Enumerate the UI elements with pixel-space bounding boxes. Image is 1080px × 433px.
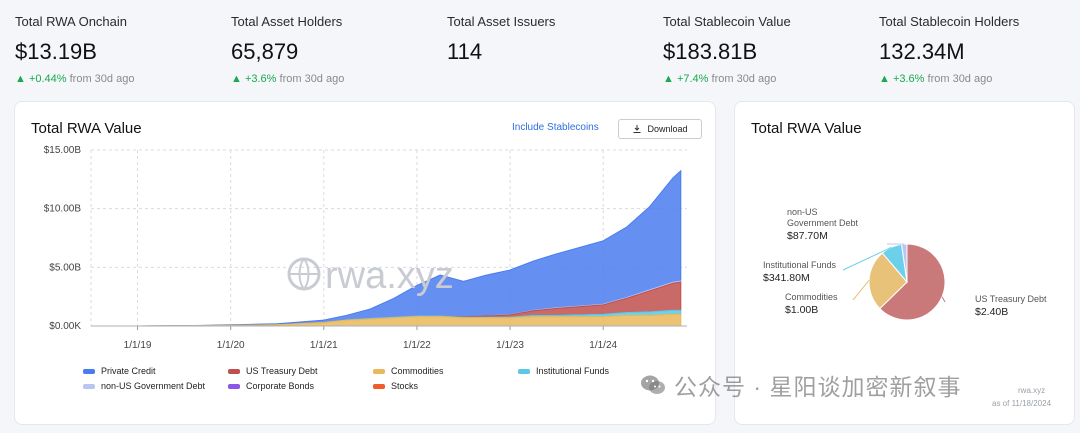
x-tick-label: 1/1/19 bbox=[124, 340, 152, 351]
stat-change-percent: ▲ +3.6% bbox=[231, 73, 277, 85]
legend-swatch bbox=[518, 368, 530, 374]
download-label: Download bbox=[647, 124, 688, 134]
legend-commodities[interactable]: Commodities bbox=[373, 366, 444, 376]
pie-watermark: rwa.xyz bbox=[1018, 386, 1046, 395]
y-tick-label: $5.00B bbox=[49, 262, 81, 273]
chart-legend: Private Credit US Treasury Debt Commodit… bbox=[83, 366, 703, 396]
download-icon bbox=[633, 125, 641, 133]
legend-non-us-government-debt[interactable]: non-US Government Debt bbox=[83, 381, 205, 391]
stat-change-period: from 30d ago bbox=[69, 73, 135, 85]
wechat-watermark: 公众号 · 星阳谈加密新叙事 bbox=[640, 368, 961, 402]
x-tick-label: 1/1/22 bbox=[403, 340, 431, 351]
stats-bar: Total RWA Onchain $13.19B ▲ +0.44% from … bbox=[0, 0, 1080, 92]
download-button[interactable]: Download bbox=[618, 119, 702, 139]
legend-label: Institutional Funds bbox=[536, 366, 610, 376]
legend-swatch bbox=[373, 383, 385, 389]
pie-slice-value: $2.40B bbox=[975, 306, 1008, 318]
legend-swatch bbox=[228, 368, 240, 374]
include-stablecoins-link[interactable]: Include Stablecoins bbox=[512, 122, 599, 133]
x-tick-label: 1/1/20 bbox=[217, 340, 245, 351]
legend-label: non-US Government Debt bbox=[101, 381, 206, 391]
stat-label: Total Asset Holders bbox=[231, 14, 343, 29]
legend-private-credit[interactable]: Private Credit bbox=[83, 366, 156, 376]
wechat-icon bbox=[641, 375, 665, 394]
stat-value: 65,879 bbox=[231, 39, 299, 64]
x-tick-label: 1/1/21 bbox=[310, 340, 338, 351]
x-tick-label: 1/1/24 bbox=[589, 340, 617, 351]
watermark-text: 公众号 · 星阳谈加密新叙事 bbox=[674, 374, 962, 400]
chart-title: Total RWA Value bbox=[31, 120, 142, 137]
rwa-value-chart-card: Total RWA Value Include Stablecoins Down… bbox=[14, 101, 716, 425]
series-area-private-credit bbox=[91, 169, 682, 327]
pie-slice-value: $1.00B bbox=[785, 304, 818, 316]
legend-swatch bbox=[373, 368, 385, 374]
stat-label: Total Stablecoin Holders bbox=[879, 14, 1020, 29]
stat-change: ▲ +3.6% from 30d ago bbox=[879, 73, 1079, 85]
legend-stocks[interactable]: Stocks bbox=[373, 381, 418, 391]
stat-change: ▲ +7.4% from 30d ago bbox=[663, 73, 863, 85]
rwa-watermark: rwa.xyz bbox=[287, 255, 454, 297]
stat-change-period: from 30d ago bbox=[711, 73, 777, 85]
pie-slice-label: non-US bbox=[787, 207, 818, 217]
legend-us-treasury-debt[interactable]: US Treasury Debt bbox=[228, 366, 318, 376]
legend-label: Stocks bbox=[391, 381, 419, 391]
legend-corporate-bonds[interactable]: Corporate Bonds bbox=[228, 381, 314, 391]
stat-stablecoin-value: Total Stablecoin Value $183.81B ▲ +7.4% … bbox=[663, 14, 863, 85]
stat-change-period: from 30d ago bbox=[927, 73, 993, 85]
legend-swatch bbox=[83, 383, 95, 389]
pie-slice-value: $341.80M bbox=[763, 272, 810, 284]
stat-asset-holders: Total Asset Holders 65,879 ▲ +3.6% from … bbox=[231, 14, 431, 85]
pie-slice-label: Institutional Funds bbox=[763, 260, 837, 270]
stat-value: $13.19B bbox=[15, 39, 97, 64]
pie-slice-label: US Treasury Debt bbox=[975, 294, 1047, 304]
legend-institutional-funds[interactable]: Institutional Funds bbox=[518, 366, 609, 376]
watermark-text: rwa.xyz bbox=[325, 255, 454, 297]
pie-leader-line bbox=[941, 296, 946, 303]
stat-total-rwa: Total RWA Onchain $13.19B ▲ +0.44% from … bbox=[15, 14, 215, 85]
stat-label: Total Stablecoin Value bbox=[663, 14, 791, 29]
pie-slice-label: Commodities bbox=[785, 292, 838, 302]
pie-title: Total RWA Value bbox=[751, 120, 862, 137]
stat-label: Total RWA Onchain bbox=[15, 14, 127, 29]
stat-value: $183.81B bbox=[663, 39, 758, 64]
stat-change-percent: ▲ +3.6% bbox=[879, 73, 925, 85]
stat-label: Total Asset Issuers bbox=[447, 14, 556, 29]
stat-change: ▲ +3.6% from 30d ago bbox=[231, 73, 431, 85]
stat-stablecoin-holders: Total Stablecoin Holders 132.34M ▲ +3.6%… bbox=[879, 14, 1079, 85]
stat-change-percent: ▲ +0.44% bbox=[15, 73, 67, 85]
pie-chart: US Treasury Debt $2.40B Commodities $1.00B I… bbox=[763, 207, 1047, 321]
as-of-date: as of 11/18/2024 bbox=[992, 399, 1052, 408]
pie-slice-label: Government Debt bbox=[787, 218, 859, 228]
pie-slice-value: $87.70M bbox=[787, 230, 828, 242]
legend-label: US Treasury Debt bbox=[246, 366, 318, 376]
legend-swatch bbox=[228, 383, 240, 389]
legend-label: Corporate Bonds bbox=[246, 381, 315, 391]
pie-leader-line bbox=[852, 279, 870, 301]
stat-asset-issuers: Total Asset Issuers 114 bbox=[447, 14, 647, 65]
area-chart: rwa.xyz $0.00K $5.00B $10.00B $15.00B 1/1/19… bbox=[44, 145, 687, 351]
stat-value: 132.34M bbox=[879, 39, 965, 64]
pie-leader-line bbox=[842, 246, 892, 271]
stat-change: ▲ +0.44% from 30d ago bbox=[15, 73, 215, 85]
legend-swatch bbox=[83, 368, 95, 374]
legend-label: Private Credit bbox=[101, 366, 156, 376]
stat-change-percent: ▲ +7.4% bbox=[663, 73, 709, 85]
stat-value: 114 bbox=[447, 39, 483, 64]
pie-slice-commodities bbox=[868, 252, 908, 310]
legend-label: Commodities bbox=[391, 366, 444, 376]
rwa-breakdown-card: Total RWA Value US Treasury Debt $2.40B Co… bbox=[734, 101, 1075, 425]
stat-change-period: from 30d ago bbox=[279, 73, 345, 85]
y-tick-label: $0.00K bbox=[49, 321, 81, 332]
x-tick-label: 1/1/23 bbox=[496, 340, 524, 351]
y-tick-label: $10.00B bbox=[44, 204, 82, 215]
y-tick-label: $15.00B bbox=[44, 145, 82, 156]
